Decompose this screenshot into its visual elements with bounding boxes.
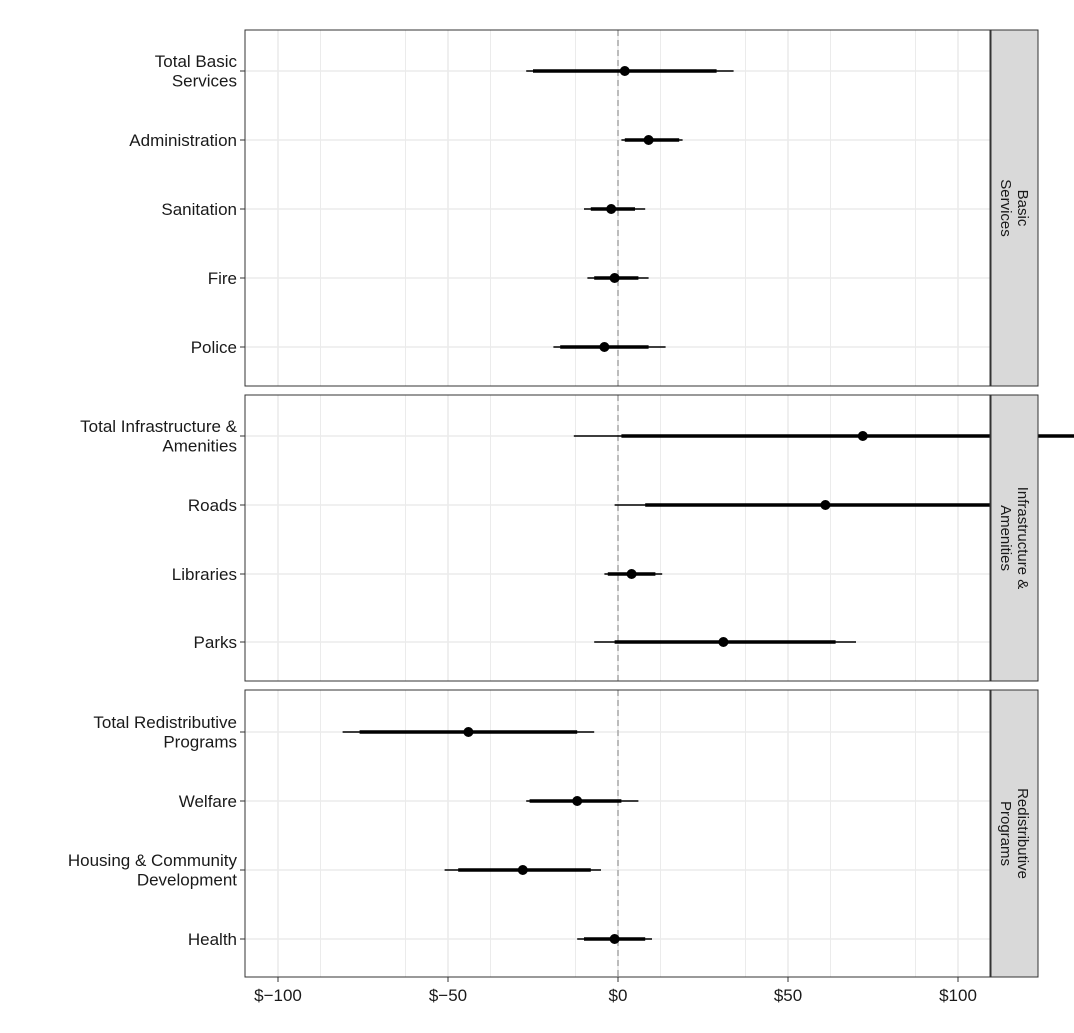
estimate-point <box>820 500 831 510</box>
y-tick-label: Total Redistributive Programs <box>93 713 237 752</box>
panel-border <box>244 394 991 682</box>
estimate-point <box>572 796 583 806</box>
facet-strip <box>990 29 1039 387</box>
forest-row <box>587 273 649 283</box>
y-tick-label: Housing & Community Development <box>68 851 238 890</box>
forest-row <box>553 342 666 352</box>
panel-border <box>244 29 991 387</box>
x-tick-label: $50 <box>774 986 802 1005</box>
estimate-point <box>718 637 729 647</box>
facet-strip <box>990 394 1039 682</box>
estimate-point <box>609 934 620 944</box>
estimate-point <box>626 569 637 579</box>
estimate-point <box>619 66 630 76</box>
facet-strip-label: Infrastructure &Amenities <box>997 487 1031 590</box>
y-tick-label: Fire <box>208 269 237 288</box>
y-tick-label: Welfare <box>179 792 237 811</box>
estimate-point <box>517 865 528 875</box>
forest-row <box>526 796 639 806</box>
forest-row <box>342 727 595 737</box>
forest-row <box>594 637 856 647</box>
facet-strip <box>990 689 1039 978</box>
forest-row <box>577 934 652 944</box>
y-tick-label: Parks <box>194 633 237 652</box>
forest-row <box>621 135 683 145</box>
estimate-point <box>857 431 868 441</box>
x-tick-label: $−50 <box>429 986 467 1005</box>
panel-3: RedistributivePrograms <box>240 689 1039 978</box>
estimate-point <box>643 135 654 145</box>
x-tick-label: $100 <box>939 986 977 1005</box>
forest-row <box>584 204 646 214</box>
y-tick-label: Total Infrastructure & Amenities <box>80 417 238 456</box>
facet-strip-label: BasicServices <box>997 179 1031 237</box>
x-tick-label: $0 <box>609 986 628 1005</box>
panel-2: Infrastructure &Amenities <box>240 394 1074 682</box>
estimate-point <box>463 727 474 737</box>
y-tick-label: Sanitation <box>161 200 237 219</box>
forest-row <box>444 865 601 875</box>
estimate-point <box>606 204 617 214</box>
forest-row <box>526 66 734 76</box>
estimate-point <box>609 273 620 283</box>
x-tick-label: $−100 <box>254 986 302 1005</box>
facet-strip-label: RedistributivePrograms <box>997 788 1031 879</box>
y-tick-label: Total Basic Services <box>155 52 238 91</box>
forest-row <box>614 500 1037 510</box>
forest-row <box>604 569 663 579</box>
y-tick-label: Libraries <box>172 565 237 584</box>
y-tick-label: Roads <box>188 496 237 515</box>
y-tick-label: Police <box>191 338 237 357</box>
estimate-point <box>599 342 610 352</box>
y-tick-label: Health <box>188 930 237 949</box>
panel-1: BasicServices <box>240 29 1039 387</box>
y-tick-label: Administration <box>129 131 237 150</box>
